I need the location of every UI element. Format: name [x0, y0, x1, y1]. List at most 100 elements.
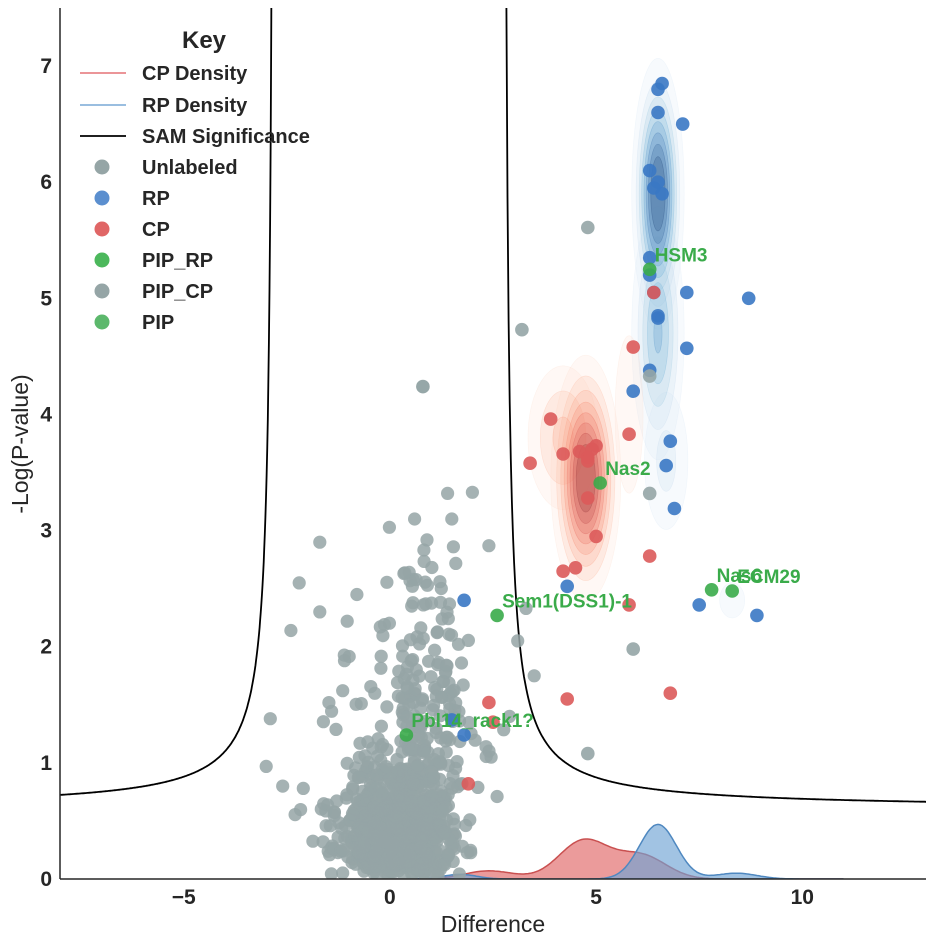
unlabeled-point	[511, 634, 525, 648]
unlabeled-point	[322, 696, 336, 710]
y-tick-label: 3	[40, 520, 52, 543]
unlabeled-point	[412, 863, 426, 877]
unlabeled-point	[406, 777, 420, 791]
x-tick-label: 0	[384, 886, 396, 909]
unlabeled-point	[292, 576, 306, 590]
legend-label-3: Unlabeled	[142, 157, 238, 179]
annotation-1: Nas2	[605, 459, 650, 480]
unlabeled-point	[284, 623, 298, 638]
legend-label-4: RP	[142, 188, 170, 210]
unlabeled-point	[428, 680, 442, 695]
unlabeled-point	[428, 643, 442, 657]
unlabeled-point	[386, 782, 400, 797]
x-tick-label: 10	[791, 886, 814, 909]
unlabeled-point	[338, 831, 352, 845]
rp-point-4	[642, 163, 657, 178]
unlabeled-point	[389, 810, 403, 824]
cp-point-2	[543, 412, 558, 426]
unlabeled-point	[425, 560, 439, 575]
unlabeled-point	[368, 686, 382, 700]
unlabeled-point	[359, 790, 373, 804]
unlabeled-point	[397, 566, 411, 581]
legend-label-0: CP Density	[142, 63, 248, 85]
unlabeled-point	[403, 849, 417, 864]
cp-density-contours	[527, 335, 644, 602]
cp-point-0	[647, 285, 661, 300]
unlabeled-point	[451, 637, 466, 651]
x-tick-label: −5	[172, 886, 196, 909]
unlabeled-point	[454, 656, 469, 670]
cp-point-17	[482, 695, 496, 710]
cp-density-contours-level-2-0	[560, 389, 612, 567]
unlabeled-point	[358, 809, 373, 823]
y-tick-label: 1	[40, 752, 52, 775]
unlabeled-point	[369, 781, 383, 796]
unlabeled-point	[378, 835, 392, 849]
cp-point-21	[461, 777, 476, 791]
pip-rp-point-5	[399, 728, 414, 742]
unlabeled-point	[340, 614, 354, 628]
rp-point-25	[445, 713, 459, 727]
unlabeled-point	[340, 788, 354, 802]
pip-cp-point-3	[642, 369, 657, 383]
pip-cp-point-2	[416, 379, 430, 394]
cp-point-14	[568, 561, 583, 575]
unlabeled-point	[446, 812, 460, 826]
unlabeled-point	[414, 730, 428, 745]
legend-swatch-3	[94, 159, 110, 175]
unlabeled-point	[420, 822, 434, 836]
unlabeled-point	[436, 790, 450, 804]
y-tick-label: 4	[40, 403, 52, 426]
unlabeled-point	[452, 867, 466, 879]
unlabeled-point	[288, 808, 302, 822]
pip-rp-point-0	[642, 262, 657, 277]
unlabeled-point	[396, 649, 410, 663]
x-axis-label: Difference	[441, 911, 545, 937]
unlabeled-point	[336, 843, 350, 857]
unlabeled-point	[429, 721, 443, 735]
unlabeled-points	[259, 380, 541, 879]
unlabeled-point	[348, 828, 362, 842]
legend-label-7: PIP_CP	[142, 281, 213, 303]
unlabeled-point	[419, 714, 433, 728]
cp-density-contours-level-0-1	[527, 365, 599, 510]
legend-swatch-6	[94, 252, 110, 268]
unlabeled-point	[410, 760, 424, 774]
unlabeled-point	[409, 806, 423, 820]
pip-rp-point-1	[593, 476, 607, 490]
unlabeled-point	[380, 575, 394, 589]
unlabeled-point	[259, 759, 273, 774]
unlabeled-point	[380, 742, 394, 757]
unlabeled-point	[527, 669, 541, 683]
unlabeled-point	[413, 840, 428, 855]
rp-point-21	[560, 579, 574, 594]
unlabeled-point	[410, 630, 424, 644]
unlabeled-point	[406, 653, 420, 667]
rp-density-contours-level-3-1	[647, 282, 669, 385]
unlabeled-point	[435, 612, 449, 626]
unlabeled-point	[350, 587, 364, 602]
unlabeled-point	[317, 797, 331, 811]
unlabeled-point	[449, 696, 463, 710]
unlabeled-point	[440, 659, 454, 673]
unlabeled-point	[374, 661, 388, 675]
unlabeled-point	[382, 520, 396, 534]
unlabeled-point	[463, 813, 477, 827]
unlabeled-point	[450, 755, 464, 769]
unlabeled-point	[408, 512, 422, 526]
labeled-points	[399, 76, 764, 791]
unlabeled-point	[371, 749, 385, 763]
unlabeled-point	[417, 746, 431, 760]
pip-rp-point-3	[725, 584, 739, 598]
unlabeled-point	[390, 821, 404, 835]
annotation-4: Sem1(DSS1)-1	[502, 591, 632, 612]
annotation-5: Pbl14_rack1?	[411, 711, 534, 732]
annotation-0: HSM3	[655, 245, 708, 266]
unlabeled-point	[425, 789, 439, 803]
unlabeled-point	[316, 835, 330, 849]
annotation-2: Nas6	[717, 566, 762, 587]
cp-point-4	[556, 447, 570, 461]
unlabeled-point	[371, 732, 385, 746]
unlabeled-point	[405, 826, 419, 840]
